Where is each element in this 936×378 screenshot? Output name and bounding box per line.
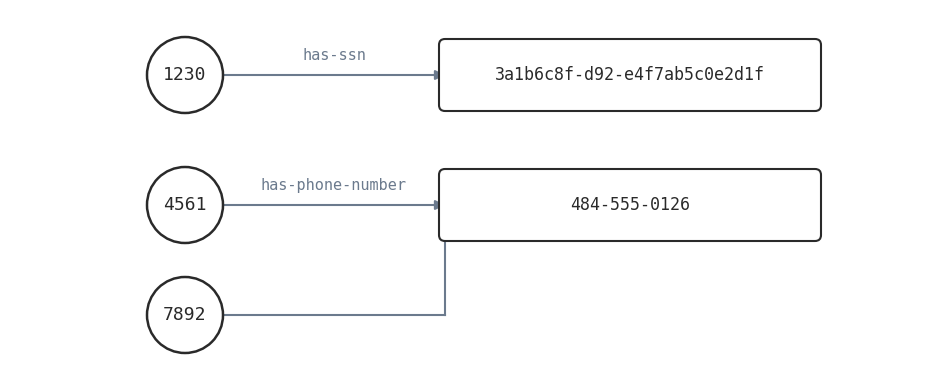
Text: has-ssn: has-ssn <box>302 48 366 63</box>
FancyBboxPatch shape <box>439 39 821 111</box>
Text: has-phone-number: has-phone-number <box>261 178 407 193</box>
Text: 1230: 1230 <box>163 66 207 84</box>
FancyBboxPatch shape <box>439 169 821 241</box>
Circle shape <box>147 277 223 353</box>
Text: 7892: 7892 <box>163 306 207 324</box>
Text: 3a1b6c8f-d92-e4f7ab5c0e2d1f: 3a1b6c8f-d92-e4f7ab5c0e2d1f <box>495 66 765 84</box>
Text: 484-555-0126: 484-555-0126 <box>570 196 690 214</box>
Circle shape <box>147 167 223 243</box>
Text: 4561: 4561 <box>163 196 207 214</box>
Circle shape <box>147 37 223 113</box>
